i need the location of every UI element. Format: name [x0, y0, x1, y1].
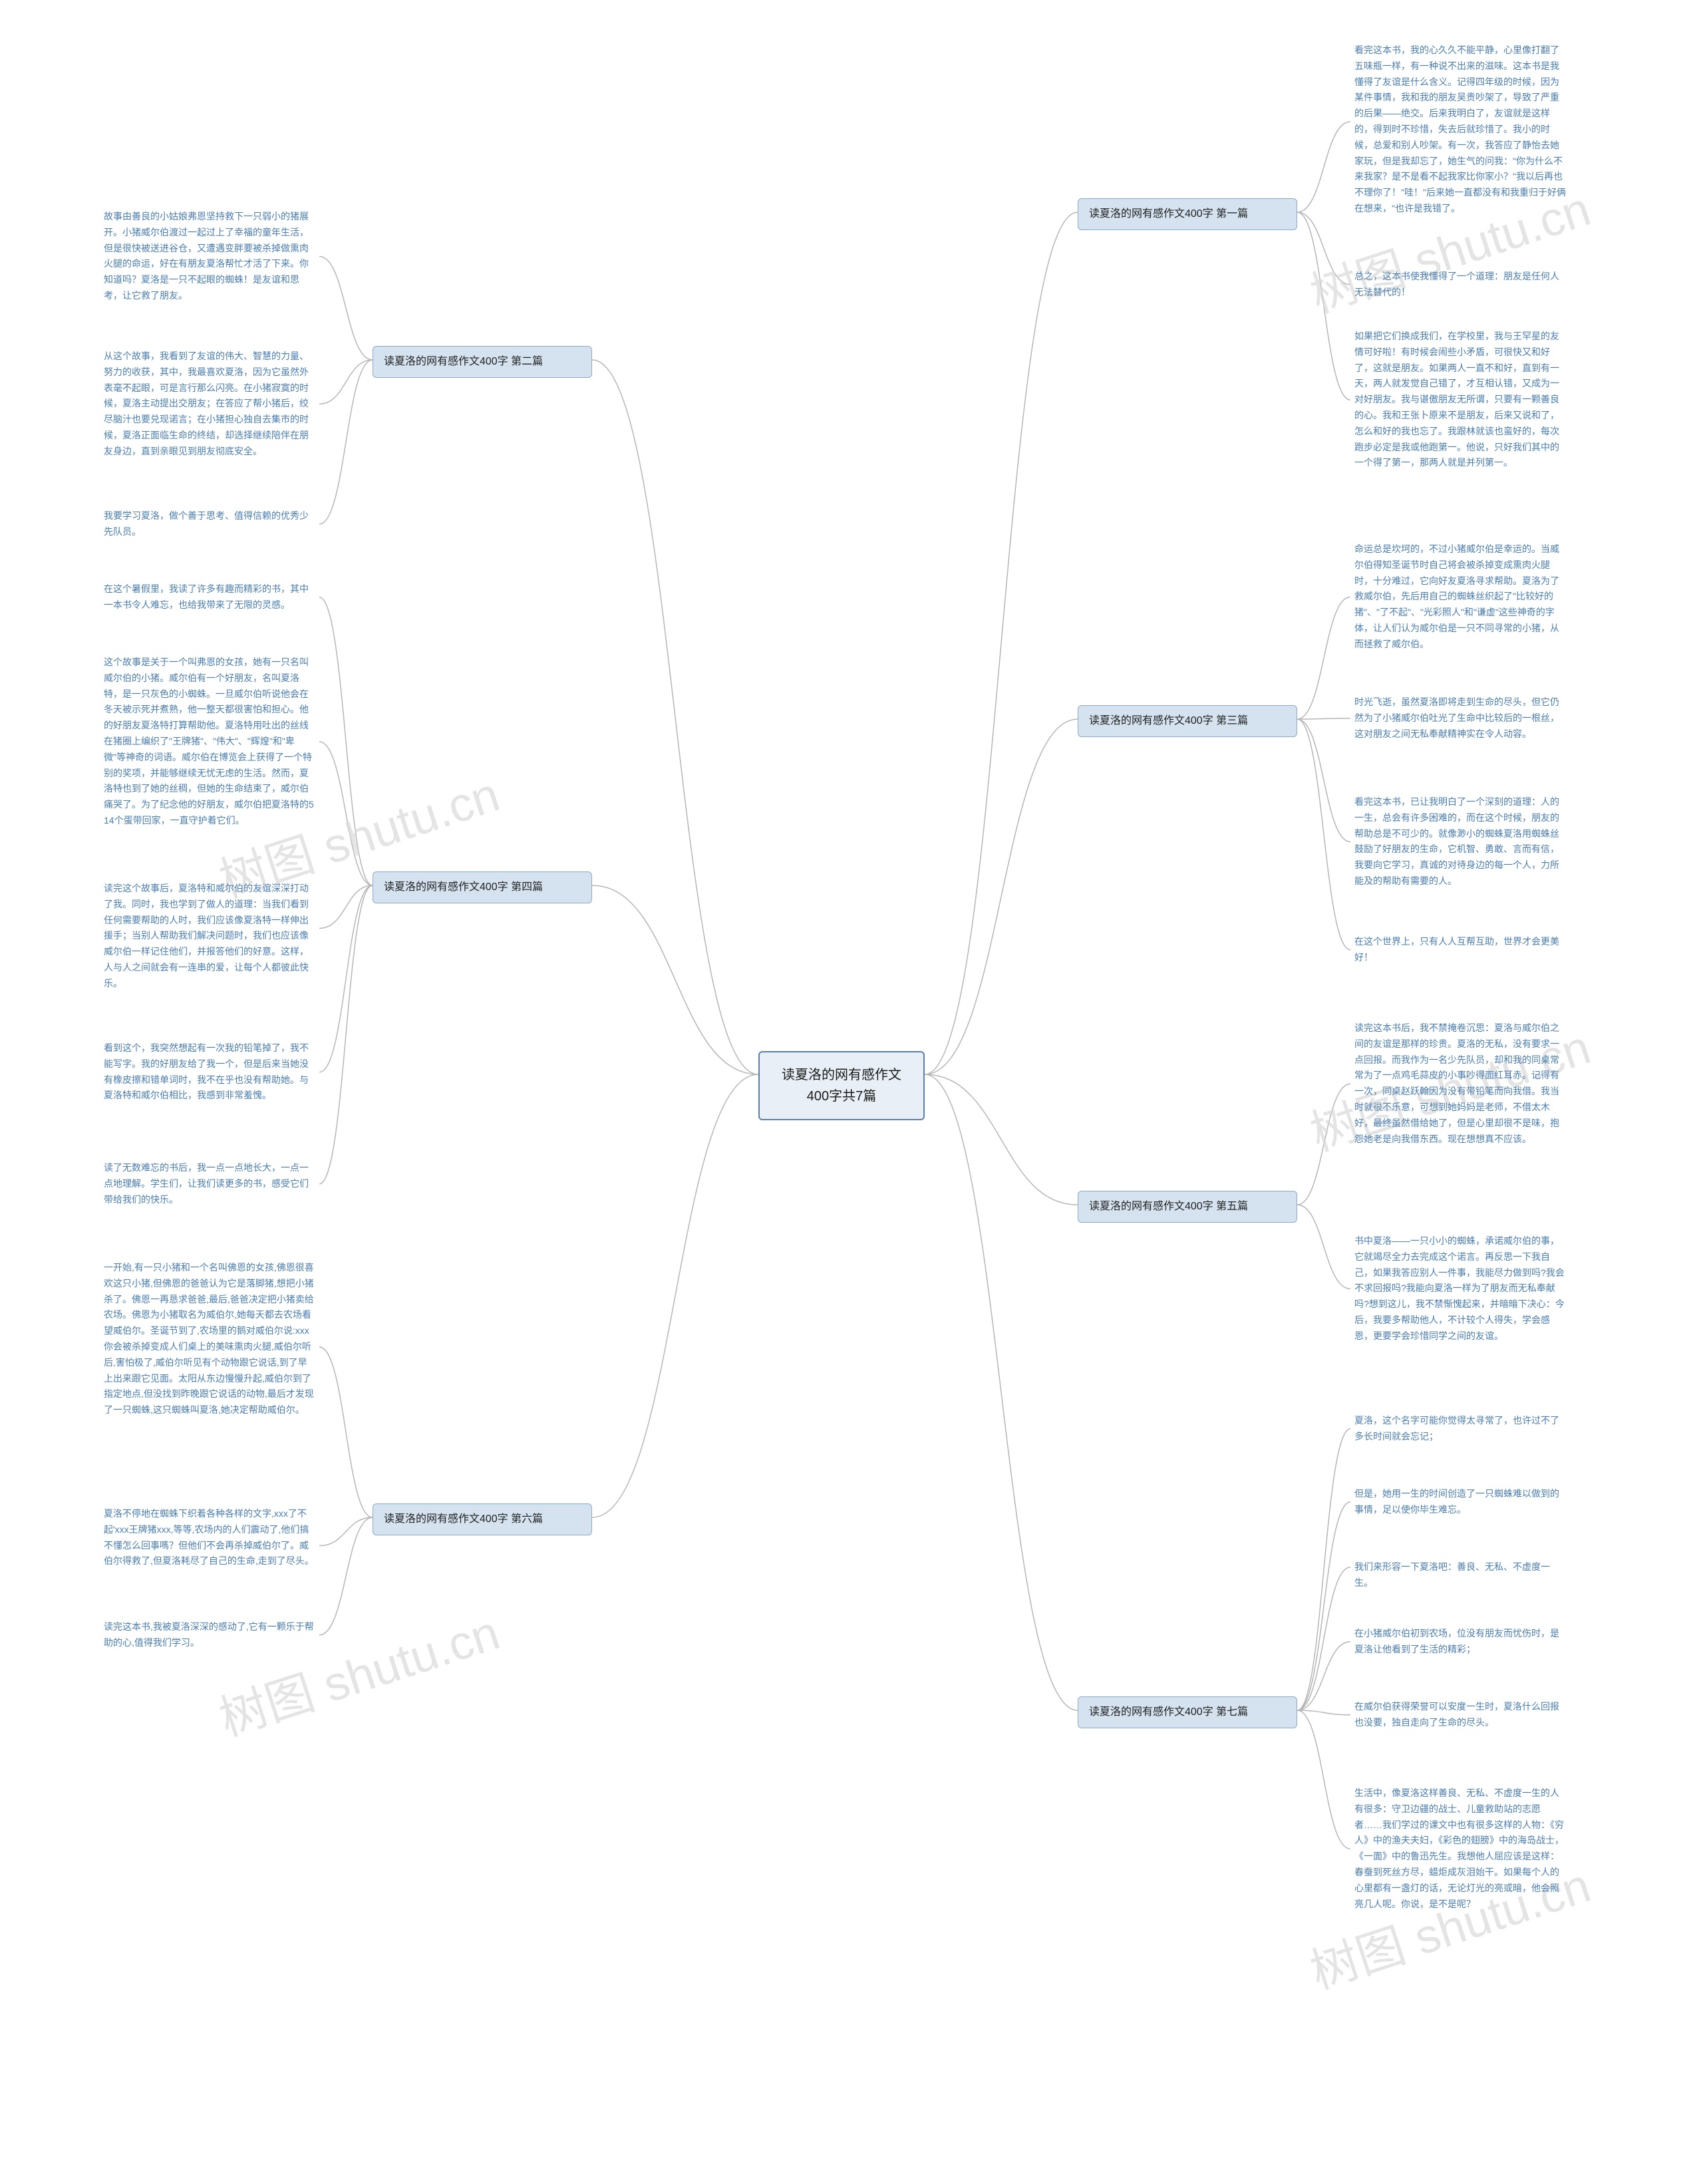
leaf-node: 在这个世界上，只有人人互帮互助，世界才会更美好！	[1350, 931, 1570, 969]
leaf-node: 总之，这本书使我懂得了一个道理：朋友是任何人无法替代的！	[1350, 266, 1570, 303]
center-node: 读夏洛的网有感作文400字共7篇	[758, 1051, 925, 1120]
leaf-node: 生活中，像夏洛这样善良、无私、不虚度一生的人有很多：守卫边疆的战士、儿童救助站的…	[1350, 1783, 1570, 1915]
leaf-node: 读完这本书后，我不禁掩卷沉思：夏洛与威尔伯之间的友谊是那样的珍贵。夏洛的无私，没…	[1350, 1018, 1570, 1150]
leaf-node: 读完这个故事后，夏洛特和威尔伯的友谊深深打动了我。同时，我也学到了做人的道理：当…	[100, 878, 319, 995]
leaf-node: 我要学习夏洛，做个善于思考、值得信赖的优秀少先队员。	[100, 506, 319, 543]
leaf-node: 看完这本书，我的心久久不能平静，心里像打翻了五味瓶一样，有一种说不出来的滋味。这…	[1350, 40, 1570, 220]
leaf-node: 时光飞逝，虽然夏洛即将走到生命的尽头，但它仍然为了小猪威尔伯吐光了生命中比较后的…	[1350, 692, 1570, 744]
leaf-node: 在威尔伯获得荣誉可以安度一生时，夏洛什么回报也没要，独自走向了生命的尽头。	[1350, 1696, 1570, 1734]
leaf-node: 我们来形容一下夏洛吧：善良、无私、不虚度一生。	[1350, 1557, 1570, 1594]
branch-node: 读夏洛的网有感作文400字 第二篇	[373, 346, 592, 378]
branch-node: 读夏洛的网有感作文400字 第六篇	[373, 1503, 592, 1535]
leaf-node: 在这个暑假里，我读了许多有趣而精彩的书，其中一本书令人难忘，也给我带来了无限的灵…	[100, 579, 319, 616]
branch-node: 读夏洛的网有感作文400字 第七篇	[1078, 1696, 1297, 1728]
leaf-node: 这个故事是关于一个叫弗恩的女孩，她有一只名叫威尔伯的小猪。威尔伯有一个好朋友，名…	[100, 652, 319, 832]
leaf-node: 读完这本书,我被夏洛深深的感动了,它有一颗乐于帮助的心,值得我们学习。	[100, 1617, 319, 1654]
leaf-node: 书中夏洛——一只小小的蜘蛛，承诺威尔伯的事，它就竭尽全力去完成这个诺言。再反思一…	[1350, 1231, 1570, 1347]
branch-node: 读夏洛的网有感作文400字 第四篇	[373, 871, 592, 903]
leaf-node: 一开始,有一只小猪和一个名叫佛恩的女孩,佛恩很喜欢这只小猪,但佛恩的爸爸认为它是…	[100, 1257, 319, 1421]
leaf-node: 夏洛不停地在蜘蛛下织着各种各样的文字,xxx了不起'xxx王牌猪xxx,等等,农…	[100, 1503, 319, 1572]
leaf-node: 读了无数难忘的书后，我一点一点地长大，一点一点地理解。学生们，让我们读更多的书，…	[100, 1158, 319, 1210]
leaf-node: 从这个故事，我看到了友谊的伟大、智慧的力量、努力的收获，其中，我最喜欢夏洛，因为…	[100, 346, 319, 462]
leaf-node: 看完这本书，已让我明白了一个深刻的道理：人的一生，总会有许多困难的，而在这个时候…	[1350, 792, 1570, 892]
branch-node: 读夏洛的网有感作文400字 第一篇	[1078, 198, 1297, 230]
leaf-node: 看到这个，我突然想起有一次我的铅笔掉了，我不能写字。我的好朋友给了我一个，但是后…	[100, 1038, 319, 1106]
branch-node: 读夏洛的网有感作文400字 第三篇	[1078, 705, 1297, 737]
branch-node: 读夏洛的网有感作文400字 第五篇	[1078, 1191, 1297, 1223]
leaf-node: 在小猪威尔伯初到农场，位没有朋友而忧伤时，是夏洛让他看到了生活的精彩；	[1350, 1623, 1570, 1660]
leaf-node: 如果把它们换成我们，在学校里，我与王罕星的友情可好啦！有时候会闹些小矛盾，可很快…	[1350, 326, 1570, 474]
leaf-node: 夏洛，这个名字可能你觉得太寻常了，也许过不了多长时间就会忘记；	[1350, 1410, 1570, 1448]
leaf-node: 命运总是坎坷的，不过小猪威尔伯是幸运的。当威尔伯得知圣诞节时自己将会被杀掉变成熏…	[1350, 539, 1570, 655]
leaf-node: 故事由善良的小姑娘弗恩坚持救下一只弱小的猪展开。小猪威尔伯渡过一起过上了幸福的童…	[100, 206, 319, 307]
leaf-node: 但是，她用一生的时间创造了一只蜘蛛难以做到的事情，足以使你毕生难忘。	[1350, 1483, 1570, 1521]
